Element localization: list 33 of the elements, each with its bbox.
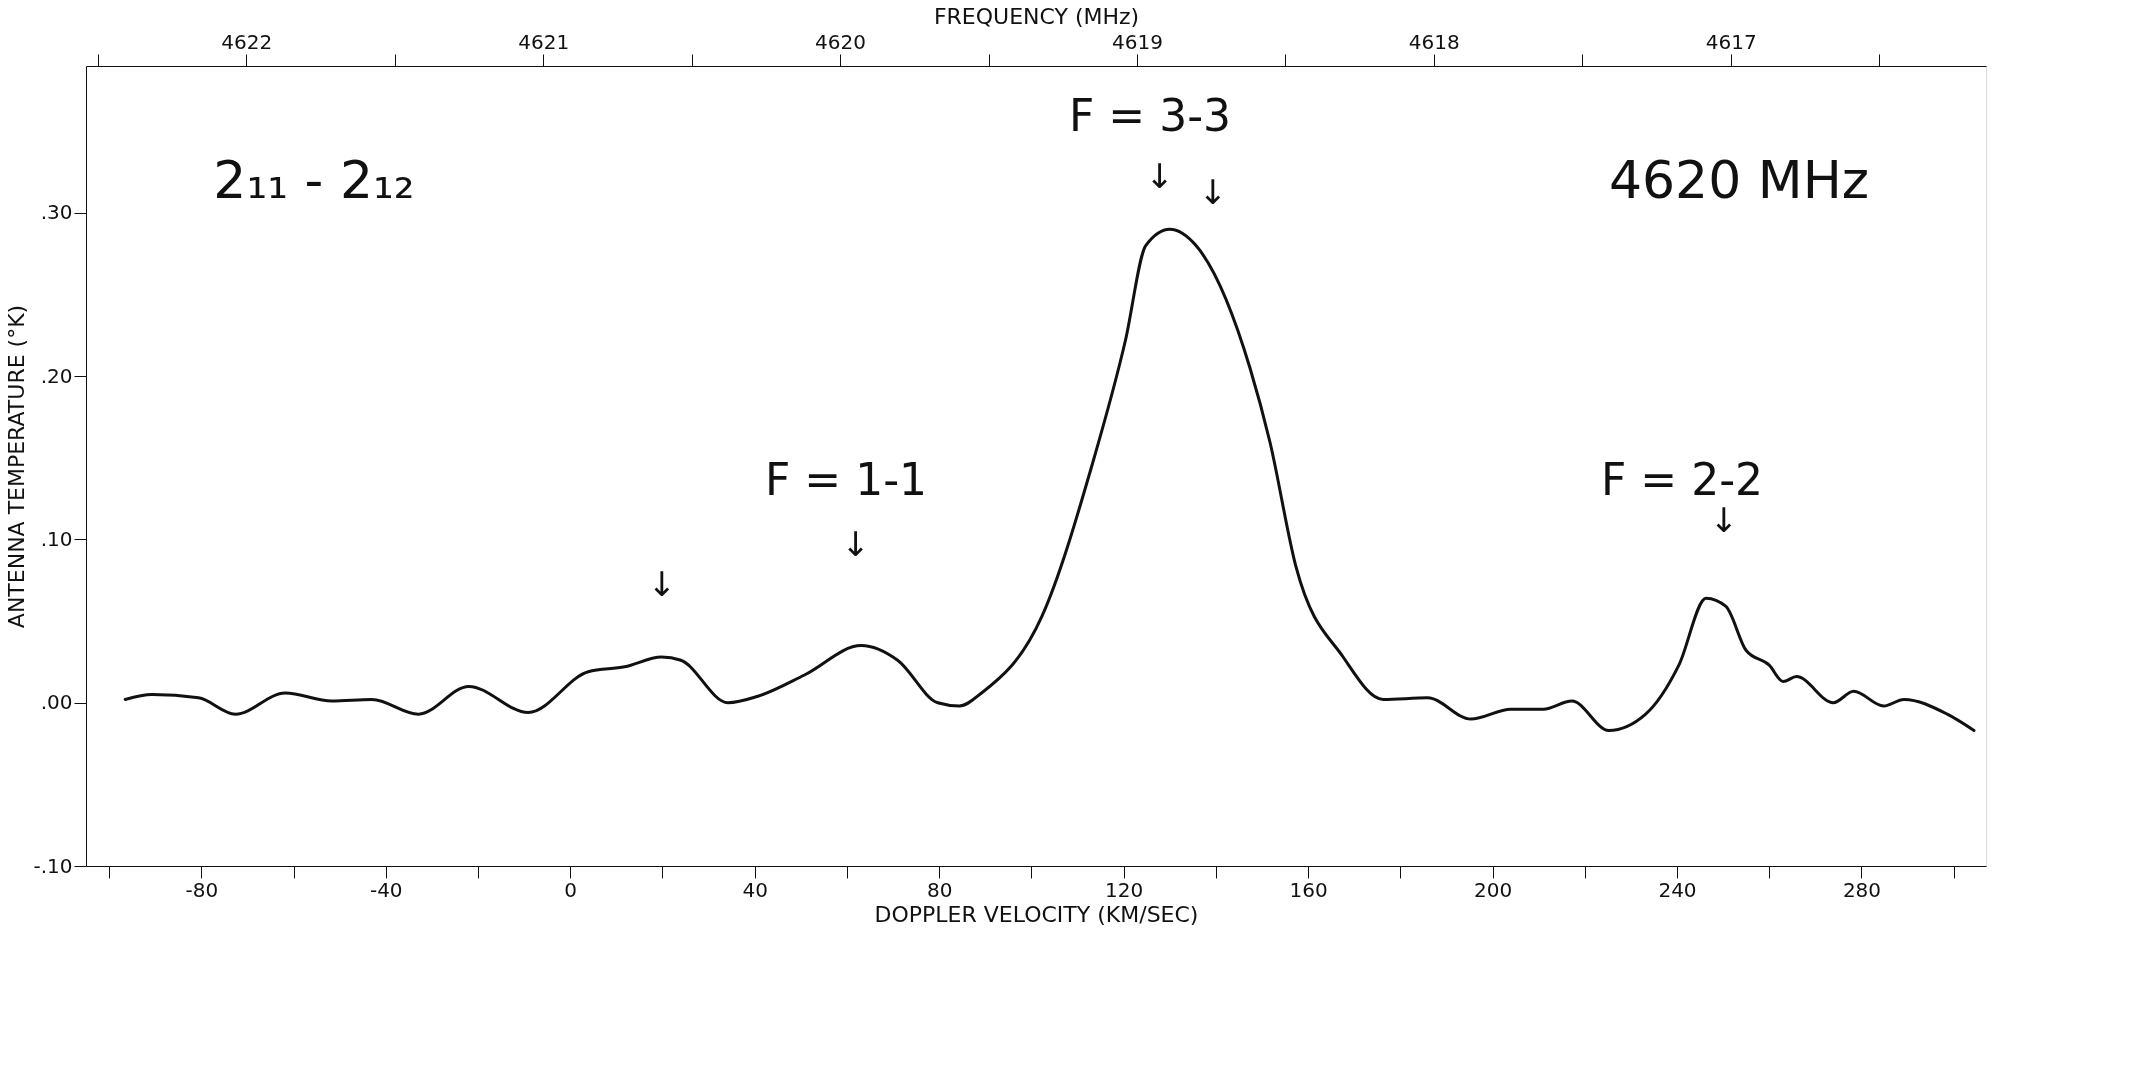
annotation: ↓ — [841, 524, 870, 564]
annotation: ↓ — [647, 564, 676, 604]
x-tick-label: 280 — [1842, 877, 1882, 902]
x2-tick-label: 4618 — [1408, 29, 1460, 54]
annotation: 2₁₁ - 2₁₂ — [213, 150, 415, 210]
annotation: 4620 MHz — [1608, 150, 1870, 210]
y-tick-label: .30 — [40, 200, 73, 225]
y-tick-label: -.10 — [33, 853, 73, 878]
x-tick-label: -40 — [369, 877, 403, 902]
annotation: ↓ — [1145, 156, 1174, 196]
y-axis-title: ANTENNA TEMPERATURE (°K) — [4, 304, 30, 629]
y-tick-label: .20 — [40, 363, 73, 388]
x-tick-label: 200 — [1473, 877, 1513, 902]
annotation: F = 1-1 — [764, 454, 928, 505]
x-tick-label: 40 — [742, 877, 768, 902]
line-series — [123, 227, 1976, 732]
x-tick-label: 0 — [564, 877, 578, 902]
x-tick-label: -80 — [185, 877, 219, 902]
y-tick-label: .00 — [40, 690, 73, 715]
x2-tick-label: 4619 — [1111, 29, 1163, 54]
y-tick-label: .10 — [40, 526, 73, 551]
x2-tick-label: 4620 — [815, 29, 867, 54]
x-tick-label: 240 — [1658, 877, 1697, 902]
x-tick-label: 120 — [1105, 877, 1144, 902]
x2-tick-label: 4621 — [518, 29, 570, 54]
x-tick-label: 80 — [926, 877, 953, 902]
x-tick-label: 160 — [1289, 877, 1328, 902]
x2-tick-label: 4622 — [221, 29, 273, 54]
x2-tick-label: 4617 — [1705, 29, 1757, 54]
x-axis-title: DOPPLER VELOCITY (KM/SEC) — [874, 901, 1199, 927]
x2-axis-title: FREQUENCY (MHz) — [933, 3, 1140, 29]
annotation: ↓ — [1198, 172, 1227, 212]
annotation: F = 3-3 — [1068, 90, 1232, 141]
